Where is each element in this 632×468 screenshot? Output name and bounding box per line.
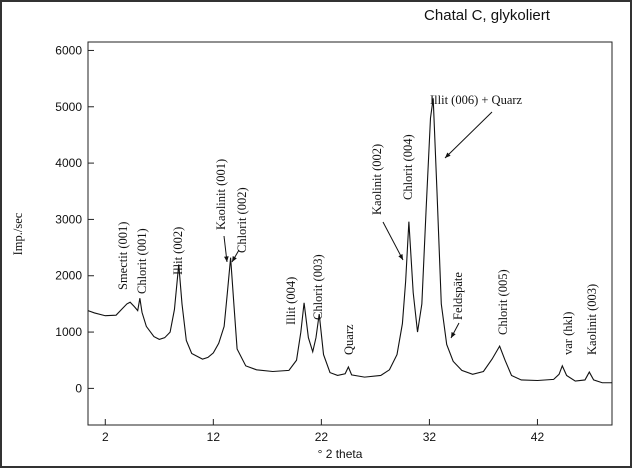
peak-annotation: var (hkl) <box>561 312 575 355</box>
y-tick-label: 1000 <box>55 325 82 339</box>
peak-annotation: Chlorit (003) <box>311 254 325 320</box>
peak-annotation: Chlorit (001) <box>135 228 149 294</box>
x-axis-label: ° 2 theta <box>318 447 363 461</box>
x-tick-label: 2 <box>102 430 109 444</box>
peak-annotation: Kaolinit (003) <box>585 284 599 355</box>
peak-annotation: Smectit (001) <box>116 222 130 290</box>
arrow-head <box>224 256 229 262</box>
y-tick-label: 3000 <box>55 212 82 226</box>
peak-annotation: Kaolinit (001) <box>214 159 228 230</box>
y-axis-label: Imp./sec <box>11 212 25 255</box>
x-tick-label: 42 <box>531 430 545 444</box>
y-tick-label: 4000 <box>55 156 82 170</box>
peak-annotation: Illit (004) <box>284 277 298 325</box>
arrow-head <box>232 256 237 262</box>
x-tick-label: 22 <box>315 430 329 444</box>
peak-annotation: Illit (002) <box>171 227 185 275</box>
y-tick-label: 5000 <box>55 100 82 114</box>
y-tick-label: 6000 <box>55 43 82 57</box>
peak-annotation: Illit (006) + Quarz <box>430 93 523 107</box>
x-tick-label: 12 <box>207 430 221 444</box>
peak-annotation: Feldspäte <box>451 272 465 320</box>
chart-title: Chatal C, glykoliert <box>424 7 551 24</box>
arrow-head <box>445 152 451 158</box>
y-tick-label: 0 <box>75 381 82 395</box>
peak-annotation: Kaolinit (002) <box>370 144 384 215</box>
peak-annotation: Chlorit (004) <box>401 134 415 200</box>
diffractogram-line <box>87 98 612 384</box>
peak-annotation: Chlorit (005) <box>496 269 510 335</box>
x-tick-label: 32 <box>423 430 437 444</box>
arrow-head <box>398 254 403 260</box>
y-tick-label: 2000 <box>55 269 82 283</box>
annotation-arrow <box>382 221 404 261</box>
peak-annotation: Chlorit (002) <box>235 187 249 253</box>
peak-annotation: Quarz <box>342 324 356 355</box>
annotation-arrow <box>444 111 493 159</box>
plot-frame <box>87 41 613 426</box>
arrow-head <box>451 332 456 338</box>
